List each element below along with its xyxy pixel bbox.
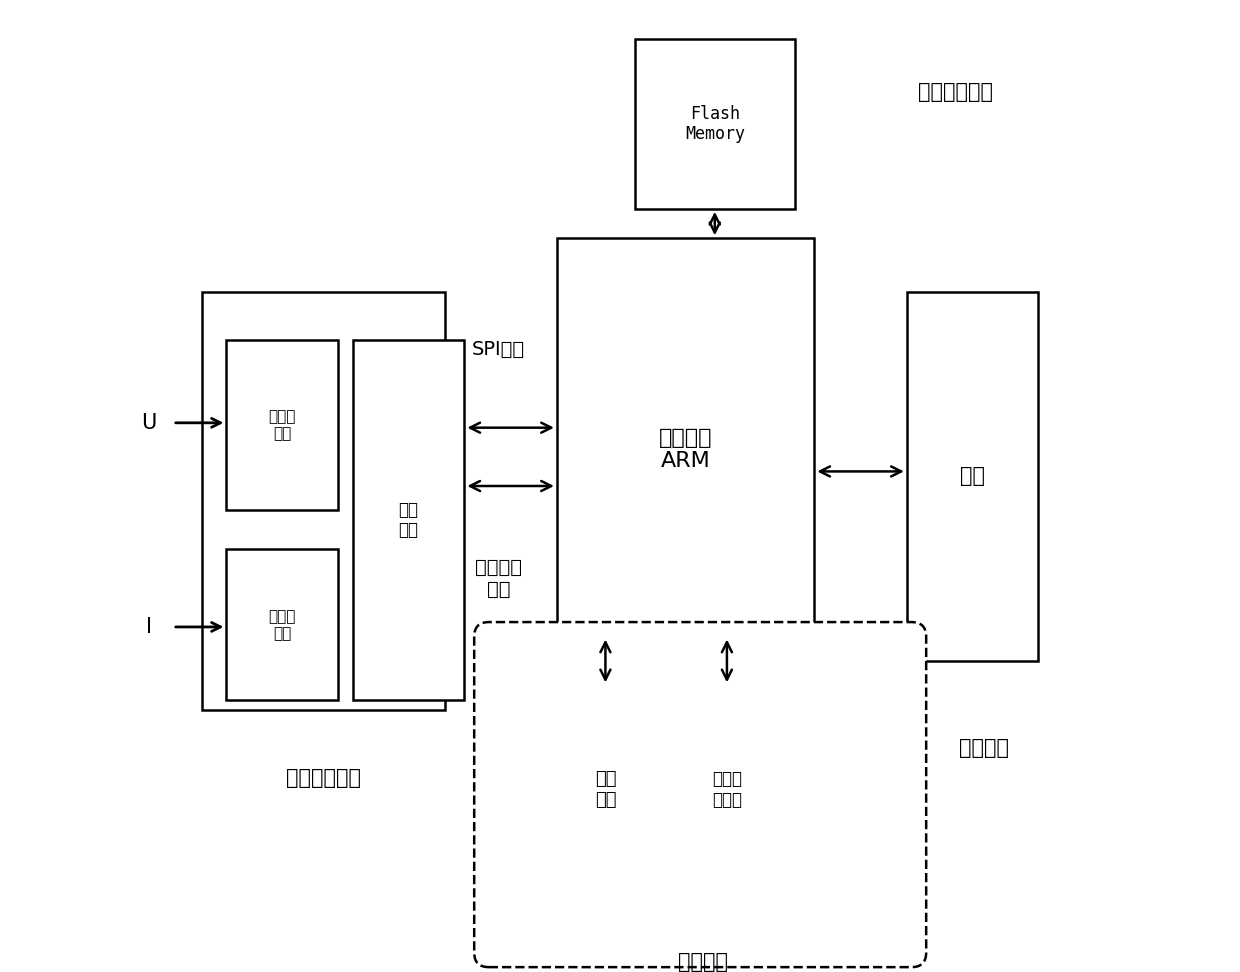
Text: 按键
电路: 按键 电路 — [595, 771, 616, 809]
Bar — [557, 238, 815, 661]
Text: 网卡: 网卡 — [960, 467, 985, 486]
Text: SPI总线: SPI总线 — [472, 340, 525, 360]
Bar — [906, 292, 1038, 661]
Bar — [202, 292, 445, 710]
Bar — [562, 685, 650, 894]
Text: 信号采集模块: 信号采集模块 — [286, 768, 361, 787]
Text: Flash
Memory: Flash Memory — [684, 105, 745, 143]
Text: 微处理器
ARM: 微处理器 ARM — [658, 428, 712, 471]
Bar — [635, 39, 795, 209]
Text: I: I — [145, 617, 151, 637]
Bar — [227, 549, 339, 700]
Text: 电流互
感器: 电流互 感器 — [269, 608, 296, 642]
Text: U: U — [141, 413, 156, 433]
Text: 数据存储模块: 数据存储模块 — [918, 83, 993, 102]
Text: 数据处理
模块: 数据处理 模块 — [475, 558, 522, 599]
Text: 液晶显
示电路: 液晶显 示电路 — [712, 771, 742, 809]
Text: 通信模块: 通信模块 — [960, 739, 1009, 758]
Text: 电压互
感器: 电压互 感器 — [269, 409, 296, 441]
FancyBboxPatch shape — [474, 622, 926, 967]
Bar — [227, 340, 339, 510]
Bar — [352, 340, 465, 700]
Bar — [673, 685, 780, 894]
Text: 显示模块: 显示模块 — [677, 953, 728, 972]
Text: 模数
转换: 模数 转换 — [398, 501, 419, 539]
